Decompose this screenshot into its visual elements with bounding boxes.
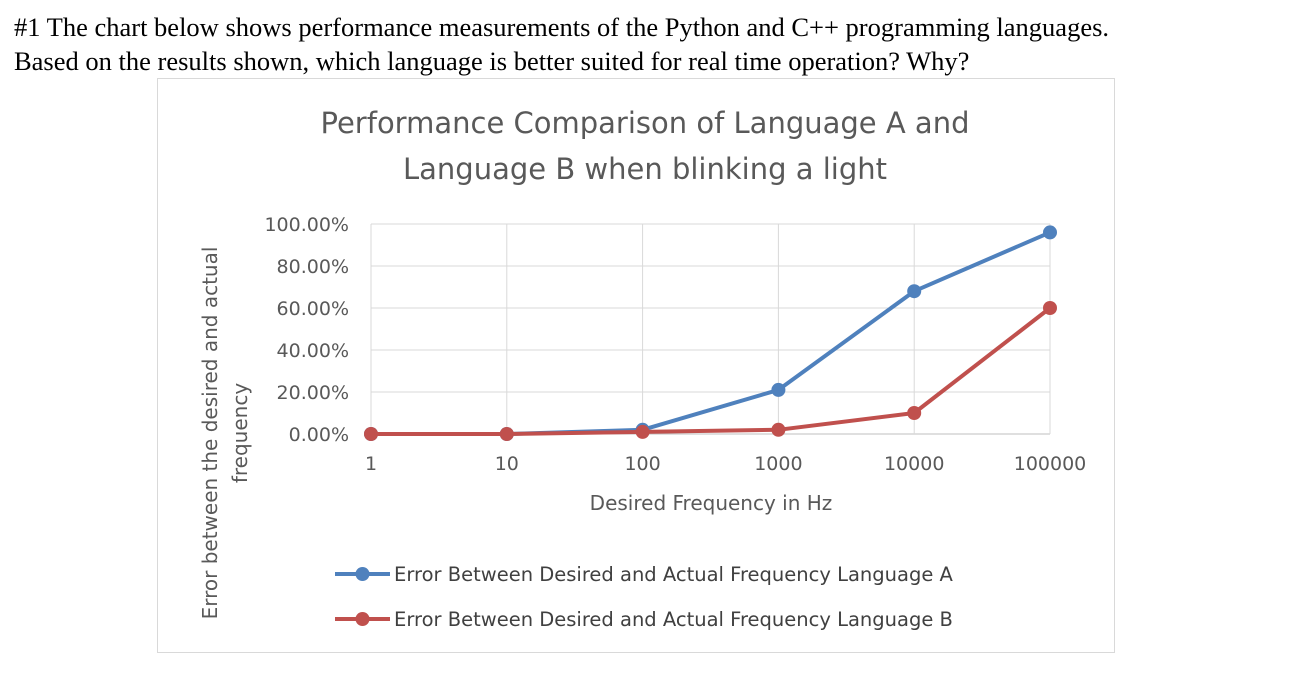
data-point-language-a [907, 284, 922, 299]
y-axis-label-line-1: Error between the desired and actual [198, 247, 222, 620]
legend-label-language-b: Error Between Desired and Actual Frequen… [394, 608, 953, 631]
x-tick-label: 1000 [754, 453, 802, 475]
legend-label-language-a: Error Between Desired and Actual Frequen… [394, 563, 954, 586]
x-tick-label: 10000 [884, 453, 944, 475]
series-line-language-b [369, 306, 1052, 436]
legend: Error Between Desired and Actual Frequen… [335, 563, 954, 631]
x-tick-label: 1 [365, 453, 377, 475]
data-point-language-b [635, 424, 650, 439]
x-tick-label: 100000 [1014, 453, 1087, 475]
data-point-language-a [771, 382, 786, 397]
y-tick-label: 40.00% [277, 340, 349, 362]
legend-marker-language-a [355, 567, 370, 581]
question-text: #1 The chart below shows performance mea… [14, 10, 1284, 78]
y-tick-label: 0.00% [289, 424, 349, 446]
series-line-language-a [369, 230, 1052, 436]
data-point-language-b [1043, 301, 1057, 315]
data-point-language-b [907, 406, 922, 420]
x-tick-label: 10 [495, 453, 519, 475]
y-tick-label: 100.00% [264, 214, 349, 236]
y-tick-label: 60.00% [277, 298, 349, 320]
data-point-language-b [364, 427, 378, 441]
line-chart: Performance Comparison of Language A and… [198, 106, 1086, 631]
x-axis-label: Desired Frequency in Hz [590, 491, 833, 515]
legend-marker-language-b [355, 612, 370, 626]
gridlines [370, 223, 1051, 435]
data-point-language-b [499, 427, 514, 441]
chart-title-line-1: Performance Comparison of Language A and [321, 106, 970, 140]
data-point-language-a [1043, 225, 1057, 240]
chart-container: Performance Comparison of Language A and… [157, 78, 1115, 653]
question-line-2: Based on the results shown, which langua… [14, 46, 970, 76]
x-tick-label: 100 [624, 453, 660, 475]
data-point-language-b [771, 422, 786, 437]
y-axis-ticks: 0.00% 20.00% 40.00% 60.00% 80.00% 100.00% [264, 214, 349, 446]
series-lines [364, 225, 1057, 441]
y-tick-label: 20.00% [277, 382, 349, 404]
x-axis-ticks: 1 10 100 1000 10000 100000 [365, 453, 1086, 475]
y-axis-label-line-2: frequency [228, 383, 252, 483]
chart-title-line-2: Language B when blinking a light [403, 152, 887, 186]
y-tick-label: 80.00% [277, 256, 349, 278]
question-line-1: #1 The chart below shows performance mea… [14, 12, 1110, 42]
